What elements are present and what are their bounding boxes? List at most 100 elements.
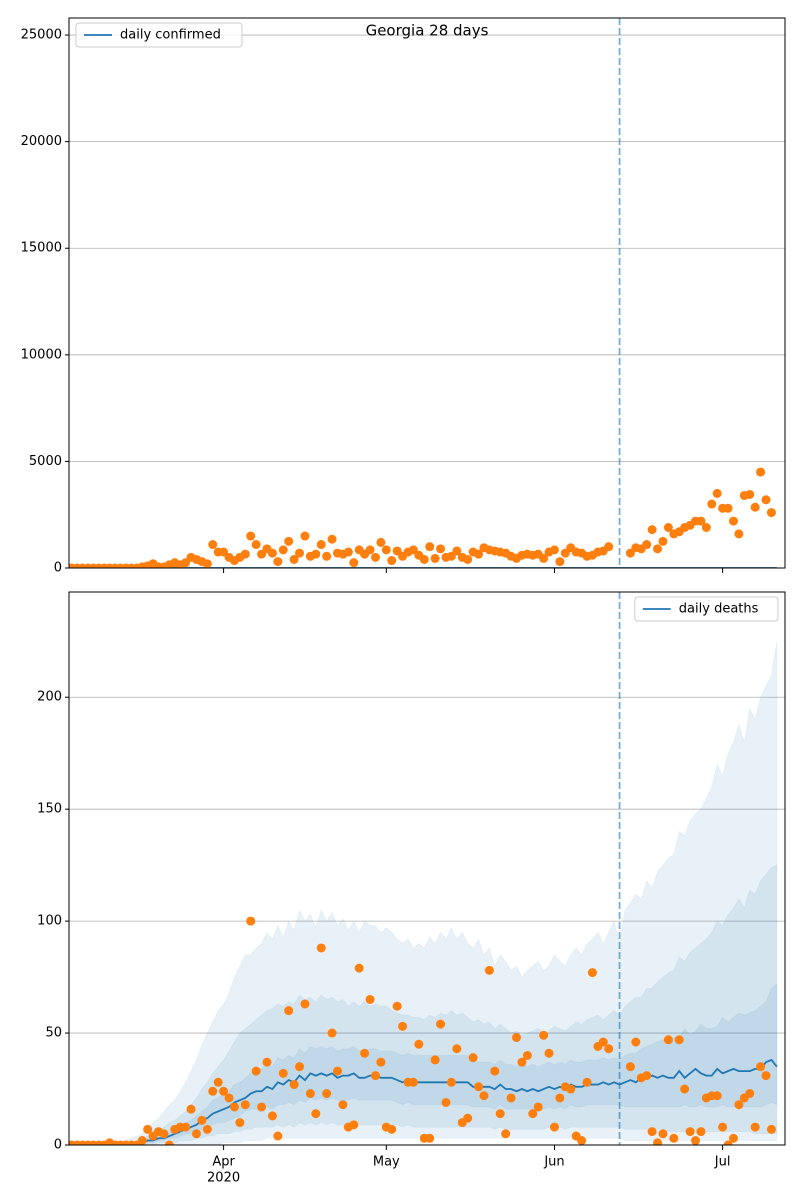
observed-point <box>376 537 386 547</box>
observed-point <box>436 1019 446 1029</box>
y-tick-label: 15000 <box>21 241 62 256</box>
observed-point <box>289 1080 299 1090</box>
legend-label: daily confirmed <box>120 28 221 43</box>
x-tick-label: May <box>373 1155 400 1170</box>
observed-point <box>381 545 391 555</box>
observed-point <box>137 1136 147 1145</box>
observed-point <box>479 1091 489 1101</box>
observed-point <box>267 1111 277 1121</box>
observed-point <box>528 1109 538 1119</box>
observed-point <box>333 1066 342 1076</box>
observed-point <box>322 551 332 561</box>
chart-title: Georgia 28 days <box>366 22 489 40</box>
observed-point <box>143 1124 153 1134</box>
observed-point <box>408 1077 418 1087</box>
observed-point <box>441 1097 451 1107</box>
observed-point <box>414 1039 424 1049</box>
observed-point <box>766 508 776 518</box>
axes-frame <box>68 17 786 569</box>
observed-point <box>208 540 218 550</box>
observed-point <box>343 547 353 557</box>
observed-point <box>539 553 549 563</box>
observed-point <box>750 1122 760 1132</box>
observed-point <box>208 1086 218 1096</box>
observed-point <box>642 540 652 550</box>
observed-point <box>549 545 559 555</box>
plot-area <box>69 641 778 1145</box>
x-tick-label: Jun <box>543 1155 564 1170</box>
observed-point <box>604 542 614 552</box>
observed-point <box>555 1093 565 1103</box>
y-tick-label: 100 <box>37 914 62 929</box>
observed-point <box>316 540 326 550</box>
observed-point <box>517 1057 527 1067</box>
observed-point <box>246 531 256 541</box>
observed-point <box>273 557 283 567</box>
observed-point <box>544 1048 554 1058</box>
y-tick-label: 5000 <box>29 454 62 469</box>
observed-point <box>354 963 364 973</box>
observed-point <box>365 994 375 1004</box>
observed-point <box>723 503 733 513</box>
observed-point <box>658 1129 668 1139</box>
observed-point <box>224 1093 234 1103</box>
observed-point <box>745 489 755 499</box>
observed-point <box>756 467 766 477</box>
observed-point <box>745 1089 755 1099</box>
observed-point <box>387 556 397 566</box>
observed-point <box>349 1120 359 1130</box>
observed-point <box>723 1140 733 1145</box>
observed-point <box>229 1102 239 1112</box>
observed-point <box>463 1113 473 1123</box>
observed-point <box>251 1066 261 1076</box>
observed-point <box>647 525 657 535</box>
uncertainty-band <box>71 864 778 1145</box>
observed-point <box>647 1127 657 1137</box>
observed-point <box>533 1102 543 1112</box>
observed-point <box>300 531 310 541</box>
observed-point <box>164 1140 174 1145</box>
observed-point <box>273 1131 283 1141</box>
observed-point <box>549 1122 559 1132</box>
observed-point <box>701 522 711 532</box>
observed-point <box>653 1138 663 1145</box>
x-tick-label: Jul <box>714 1155 731 1170</box>
x-year-label: 2020 <box>207 1171 240 1186</box>
y-tick-label: 10000 <box>21 347 62 362</box>
observed-point <box>251 540 261 550</box>
observed-point <box>631 1037 641 1047</box>
observed-point <box>446 1077 456 1087</box>
observed-point <box>267 548 277 558</box>
observed-point <box>728 1133 738 1143</box>
observed-point <box>587 968 597 978</box>
y-tick-label: 0 <box>54 561 62 576</box>
observed-point <box>360 1048 370 1058</box>
observed-point <box>539 1030 549 1040</box>
observed-point <box>159 1129 169 1139</box>
observed-point <box>555 557 565 567</box>
observed-point <box>712 488 722 498</box>
observed-point <box>219 1086 229 1096</box>
observed-point <box>278 1068 288 1078</box>
observed-point <box>370 552 380 562</box>
observed-point <box>663 1035 673 1045</box>
observed-point <box>734 529 744 539</box>
axes-frame <box>68 591 786 1146</box>
observed-point <box>490 1066 500 1076</box>
observed-point <box>696 516 706 526</box>
observed-point <box>761 1071 771 1081</box>
observed-point <box>305 1089 315 1099</box>
observed-point <box>284 536 294 546</box>
observed-point <box>642 1071 652 1081</box>
observed-point <box>419 554 429 564</box>
y-tick-label: 20000 <box>21 134 62 149</box>
observed-point <box>691 1136 700 1145</box>
observed-point <box>501 1129 511 1139</box>
observed-point <box>436 544 446 554</box>
observed-point <box>452 546 462 556</box>
observed-point <box>392 1001 402 1011</box>
observed-point <box>191 1129 201 1139</box>
observed-point <box>718 1122 728 1132</box>
observed-point <box>506 1093 516 1103</box>
